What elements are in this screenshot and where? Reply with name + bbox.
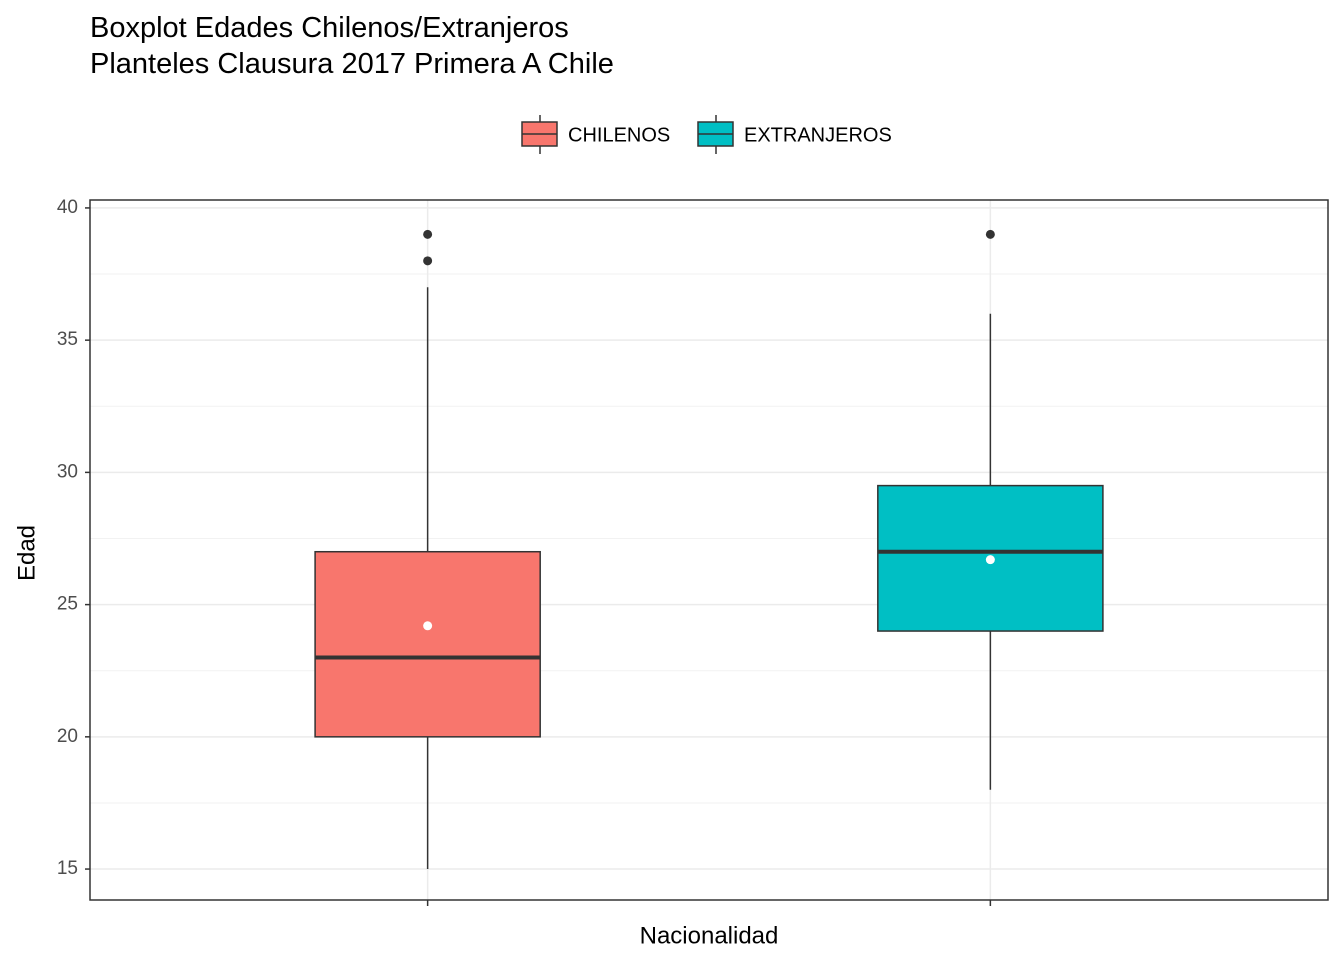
- box: [314, 550, 541, 738]
- legend-label: CHILENOS: [568, 124, 670, 146]
- plot-border: [89, 199, 1329, 901]
- y-tick-label: 35: [57, 329, 78, 350]
- y-axis-title: Edad: [13, 525, 40, 581]
- outlier: [985, 229, 995, 239]
- mean-point: [423, 621, 433, 631]
- y-tick-label: 40: [57, 197, 78, 218]
- chart-title: Boxplot Edades Chilenos/Extranjeros Plan…: [90, 12, 614, 80]
- mean-point: [985, 555, 995, 565]
- outlier: [423, 229, 433, 239]
- y-tick-label: 30: [57, 461, 78, 482]
- x-axis-title: Nacionalidad: [640, 922, 779, 949]
- legend-label: EXTRANJEROS: [744, 124, 892, 146]
- y-tick-label: 15: [57, 858, 78, 879]
- outlier: [423, 256, 433, 266]
- y-tick-label: 25: [57, 594, 78, 615]
- y-tick-label: 20: [57, 726, 78, 747]
